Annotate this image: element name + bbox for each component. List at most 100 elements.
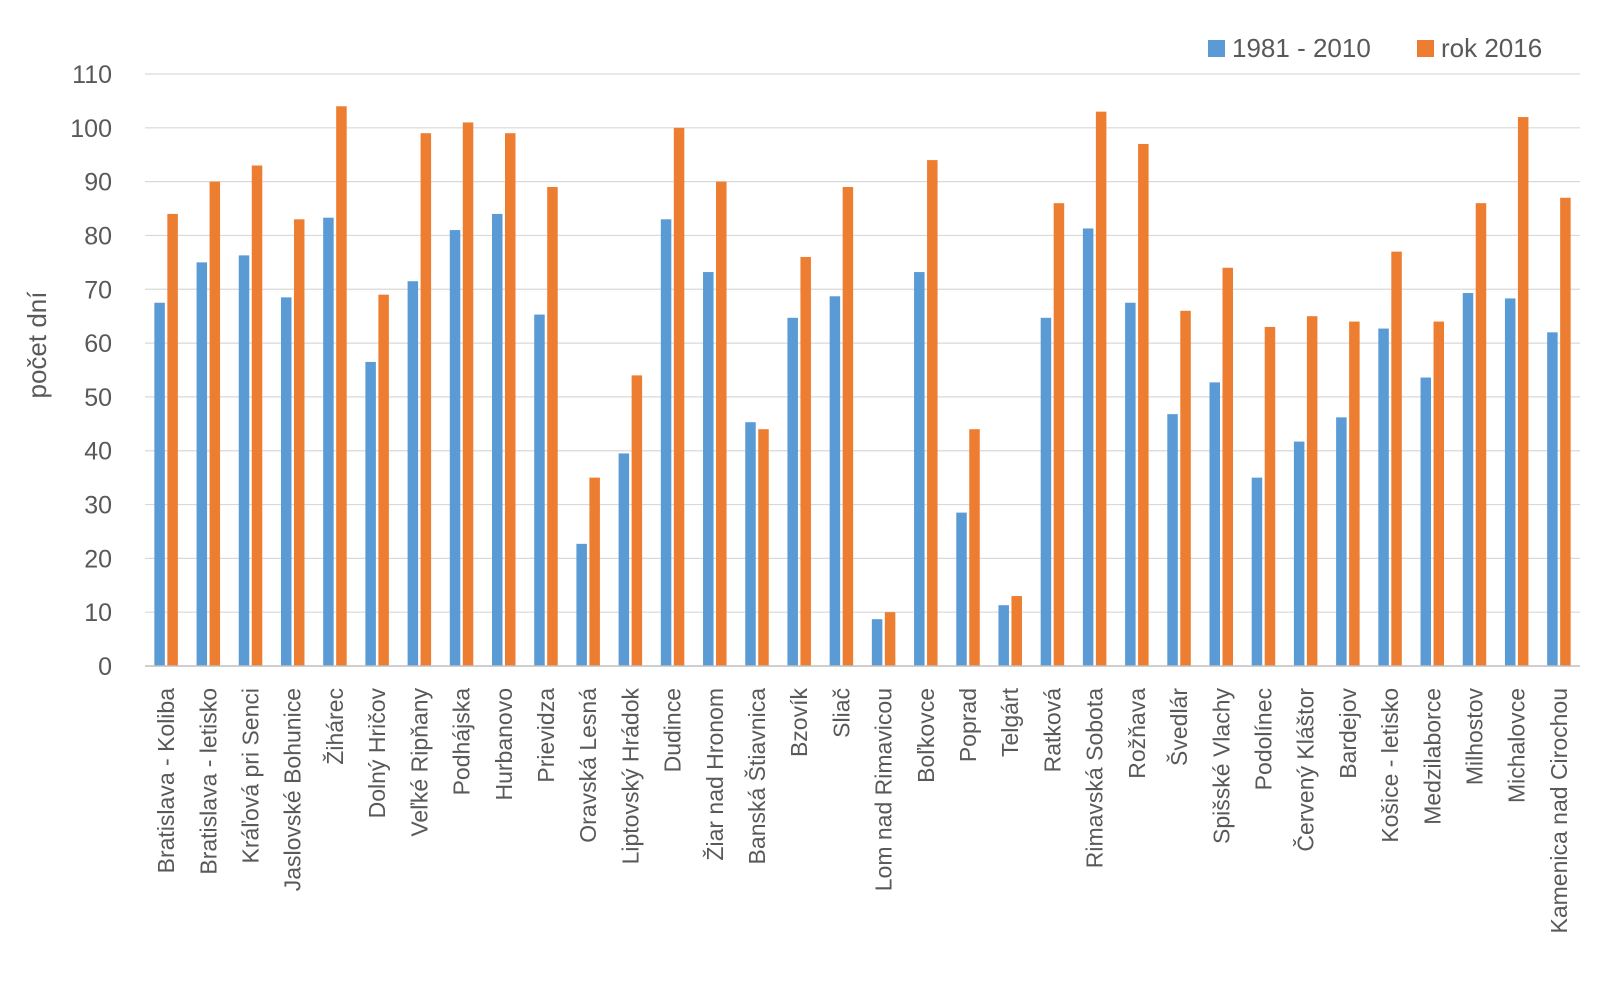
bar-rok-2016-hurbanovo	[505, 133, 516, 666]
x-tick-label: Kráľová pri Senci	[238, 688, 264, 863]
bar-rok-2016-sliac	[842, 187, 854, 666]
bar-rok-2016-podhajska	[462, 122, 474, 666]
bar-1981-2010-lom-nad-rimavicou	[871, 619, 883, 666]
bar-1981-2010-spisske-vlachy	[1209, 382, 1220, 666]
x-tick-label: Rožňava	[1124, 688, 1150, 779]
y-tick-label: 110	[72, 61, 112, 89]
bar-rok-2016-dudince	[673, 127, 685, 666]
x-tick-label: Sliač	[828, 688, 854, 738]
y-tick-label: 20	[84, 545, 112, 573]
bar-rok-2016-dolny-hricov	[378, 294, 389, 666]
x-tick-label: Oravská Lesná	[575, 688, 601, 843]
bar-rok-2016-bzovik	[800, 256, 811, 666]
bar-1981-2010-cerveny-klastor	[1293, 441, 1305, 666]
bar-rok-2016-ziar-nad-hronom	[716, 181, 727, 666]
y-tick-label: 100	[70, 115, 112, 143]
bar-rok-2016-roznava	[1138, 143, 1149, 666]
bar-1981-2010-medzilaborce	[1420, 377, 1432, 666]
y-tick-label: 0	[98, 653, 112, 681]
x-tick-label: Rimavská Sobota	[1082, 688, 1108, 868]
x-tick-label: Bratislava - Koliba	[153, 688, 179, 874]
y-tick-label: 90	[84, 169, 112, 197]
bar-rok-2016-prievidza	[547, 187, 558, 666]
x-tick-label: Žihárec	[322, 688, 348, 765]
bar-1981-2010-velke-ripnany	[407, 281, 419, 666]
bar-rok-2016-milhostov	[1475, 203, 1487, 666]
x-tick-label: Dolný Hričov	[364, 688, 390, 819]
bar-rok-2016-velke-ripnany	[420, 133, 432, 666]
bar-rok-2016-bolkovce	[927, 160, 938, 667]
bar-rok-2016-telgart	[1011, 596, 1022, 666]
x-tick-label: Hurbanovo	[491, 688, 517, 801]
legend: 1981 - 2010 rok 2016	[1208, 33, 1542, 63]
bar-1981-2010-banska-stiavnica	[745, 422, 756, 666]
bar-1981-2010-poprad	[956, 512, 967, 666]
x-tick-label: Banská Štiavnica	[743, 688, 770, 865]
bar-1981-2010-bratislava-letisko	[196, 262, 208, 666]
bar-rok-2016-banska-stiavnica	[758, 429, 769, 666]
legend-label-1981-2010: 1981 - 2010	[1232, 33, 1371, 63]
bars	[154, 106, 1571, 667]
bar-1981-2010-roznava	[1125, 302, 1136, 666]
bar-1981-2010-svedlar	[1167, 414, 1178, 666]
x-tick-label: Telgárt	[997, 687, 1023, 757]
bar-1981-2010-hurbanovo	[492, 213, 503, 666]
bar-rok-2016-liptovsky-hradok	[631, 375, 643, 666]
x-tick-label: Podolínec	[1250, 688, 1276, 790]
y-tick-label: 70	[84, 276, 112, 304]
bar-rok-2016-kosice-letisko	[1391, 251, 1402, 666]
bar-1981-2010-podolinec	[1251, 477, 1263, 666]
bar-rok-2016-spisske-vlachy	[1222, 267, 1233, 666]
x-tick-label: Michalovce	[1504, 688, 1530, 803]
bar-1981-2010-telgart	[998, 605, 1009, 666]
x-tick-label: Liptovský Hrádok	[617, 688, 643, 865]
x-tick-label: Podhájska	[449, 688, 475, 796]
y-axis-label: počet dní	[22, 291, 52, 399]
bar-1981-2010-jaslovske-bohunice	[280, 297, 292, 666]
bar-1981-2010-bolkovce	[914, 272, 925, 666]
y-tick-label: 60	[84, 330, 112, 358]
bar-rok-2016-svedlar	[1180, 310, 1191, 666]
bar-rok-2016-lom-nad-rimavicou	[884, 612, 896, 666]
bar-1981-2010-liptovsky-hradok	[618, 453, 630, 666]
bar-1981-2010-bzovik	[787, 317, 798, 666]
bar-1981-2010-oravska-lesna	[576, 543, 587, 666]
x-tick-label: Žiar nad Hronom	[702, 688, 728, 861]
y-tick-label: 40	[84, 438, 112, 466]
bar-rok-2016-oravska-lesna	[589, 477, 600, 666]
bar-1981-2010-dolny-hricov	[365, 361, 376, 666]
bar-1981-2010-bardejov	[1336, 417, 1347, 666]
x-axis-ticks: Bratislava - Koliba Bratislava - letisko K…	[153, 687, 1572, 933]
x-tick-label: Lom nad Rimavicou	[871, 688, 897, 891]
bar-rok-2016-jaslovske-bohunice	[293, 219, 305, 666]
bar-rok-2016-rimavska-sobota	[1095, 111, 1107, 667]
x-tick-label: Prievidza	[533, 688, 559, 783]
legend-label-rok-2016: rok 2016	[1441, 33, 1542, 63]
legend-swatch-rok-2016	[1417, 40, 1434, 57]
gridlines	[145, 73, 1580, 613]
legend-swatch-1981-2010	[1208, 40, 1225, 57]
bar-1981-2010-prievidza	[534, 314, 545, 666]
bar-rok-2016-medzilaborce	[1433, 321, 1445, 666]
x-tick-label: Medzilaborce	[1419, 688, 1445, 825]
bar-1981-2010-kosice-letisko	[1378, 328, 1389, 666]
bar-rok-2016-michalovce	[1517, 117, 1529, 667]
x-tick-label: Kamenica nad Cirochou	[1546, 688, 1572, 933]
y-axis-ticks: 0 10 20 30 40 50 60 70 80 90 100 110	[70, 61, 112, 681]
bar-rok-2016-bardejov	[1349, 321, 1360, 666]
y-tick-label: 10	[84, 599, 112, 627]
x-tick-label: Milhostov	[1461, 688, 1487, 786]
y-tick-label: 50	[84, 384, 112, 412]
x-tick-label: Bratislava - letisko	[195, 688, 221, 875]
bar-rok-2016-kamenica-nad-cirochou	[1560, 197, 1571, 666]
bar-1981-2010-kamenica-nad-cirochou	[1547, 332, 1558, 666]
bar-1981-2010-ratkova	[1040, 317, 1052, 666]
bar-rok-2016-ratkova	[1053, 203, 1065, 666]
x-tick-label: Košice - letisko	[1377, 688, 1403, 843]
bar-1981-2010-ziharec	[323, 217, 334, 666]
x-tick-label: Švedlár	[1165, 688, 1192, 766]
x-tick-label: Bardejov	[1335, 688, 1361, 779]
bar-rok-2016-bratislava-koliba	[167, 213, 178, 666]
x-tick-label: Dudince	[660, 688, 686, 772]
bar-1981-2010-michalovce	[1504, 298, 1516, 666]
